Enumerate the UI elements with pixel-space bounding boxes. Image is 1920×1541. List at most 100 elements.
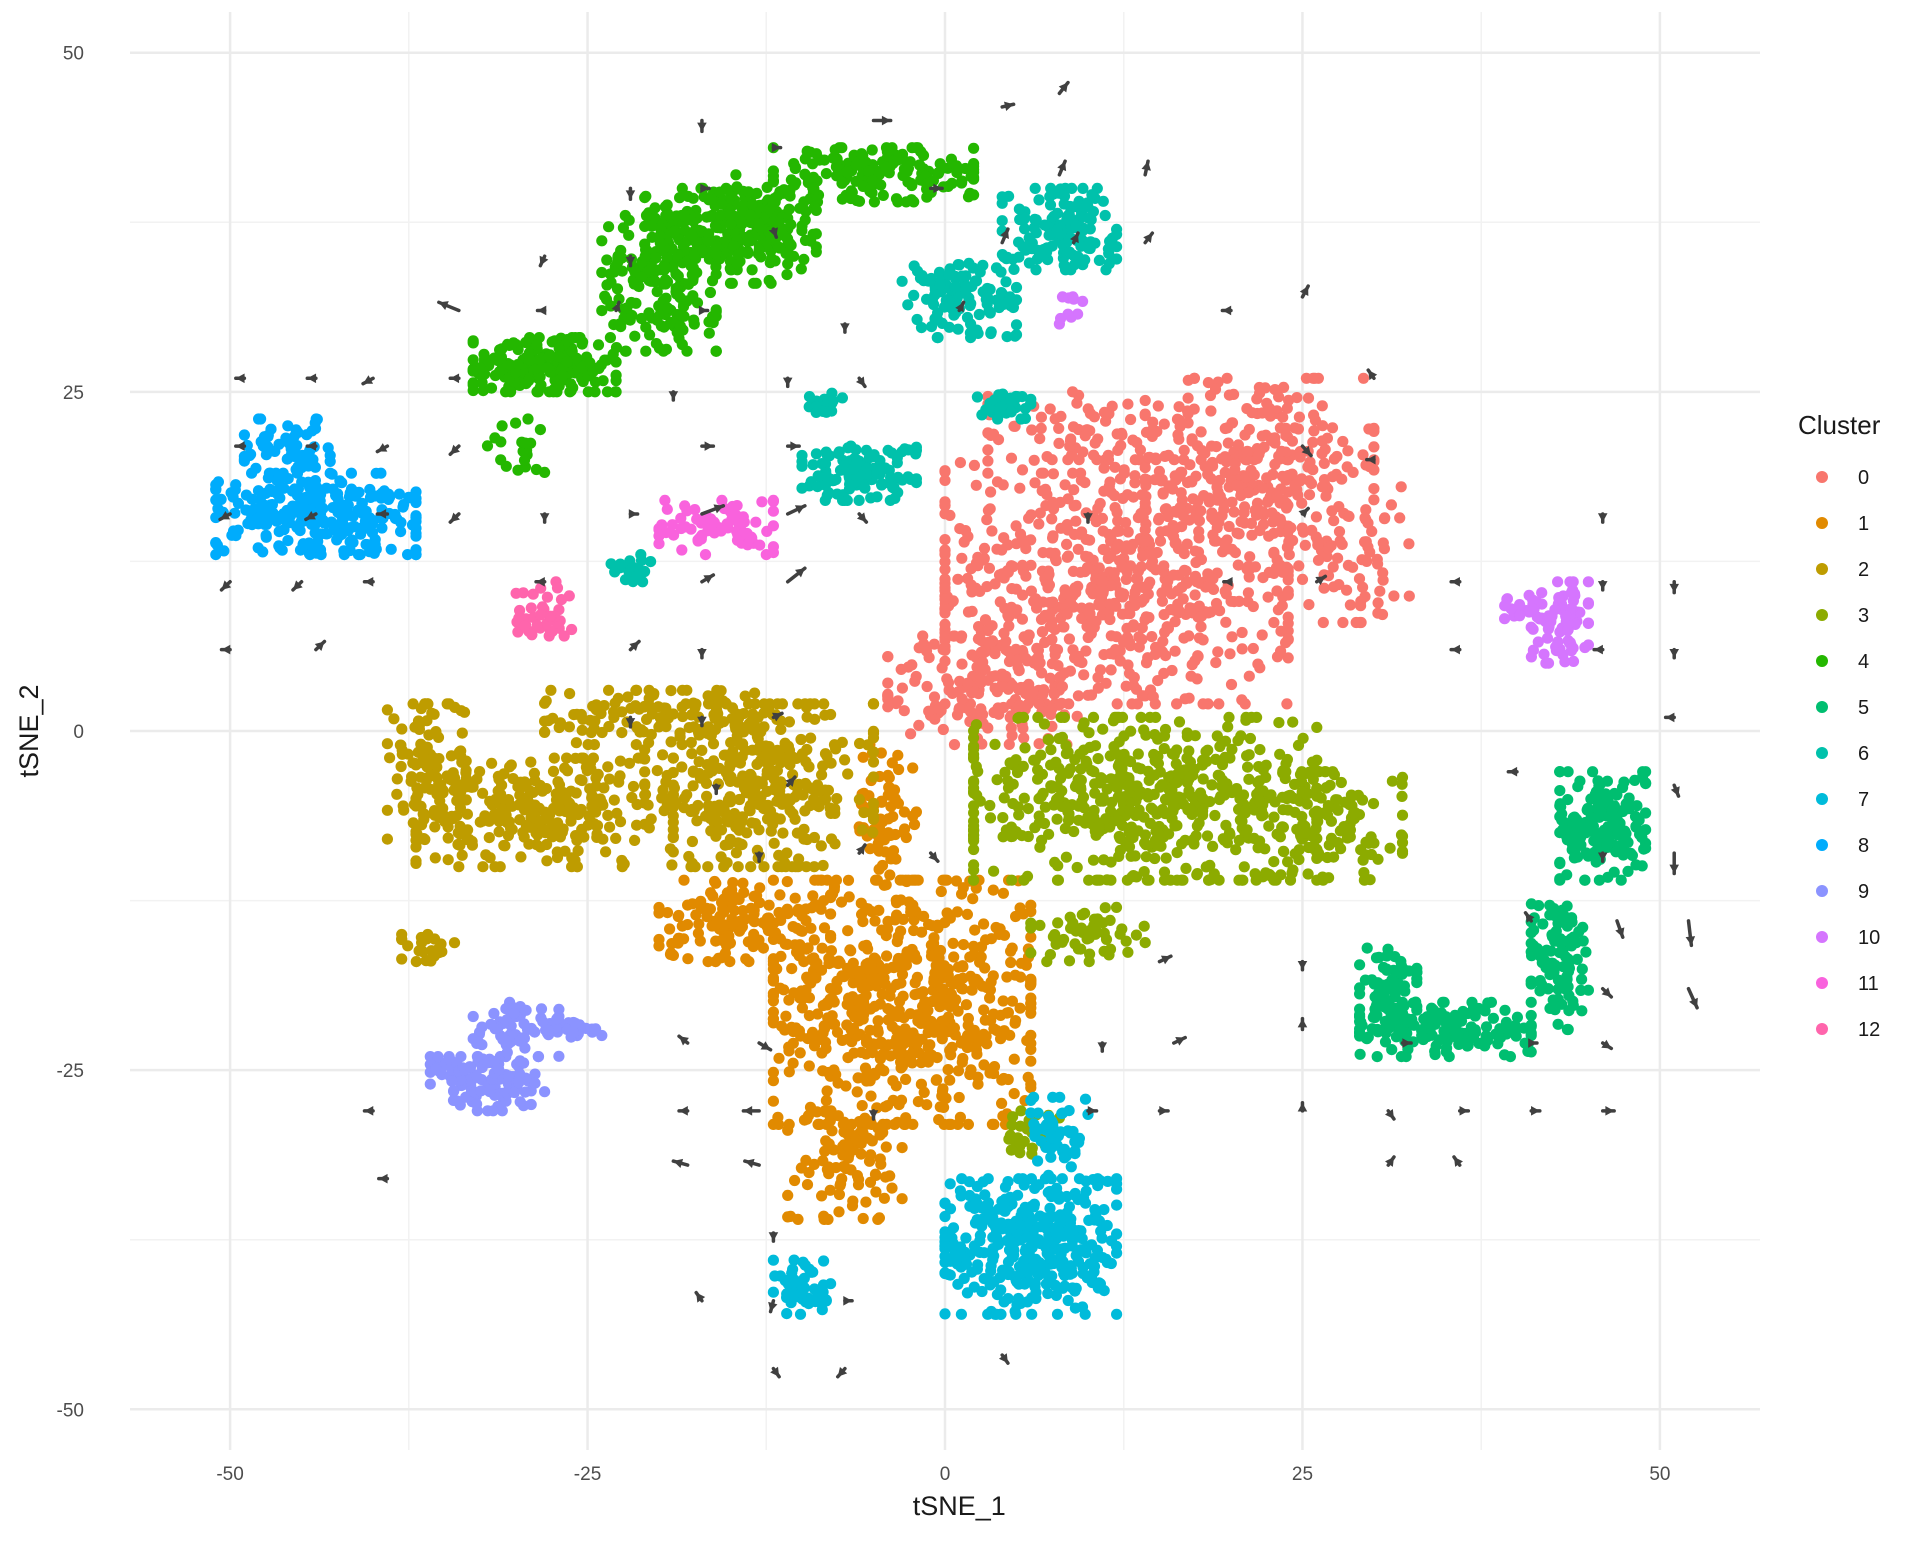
data-point xyxy=(1229,506,1240,517)
data-point xyxy=(1124,804,1135,815)
data-point xyxy=(724,956,735,967)
data-point xyxy=(1061,539,1072,550)
data-point xyxy=(1003,782,1014,793)
data-point xyxy=(1282,754,1293,765)
data-point xyxy=(665,843,676,854)
data-point xyxy=(1018,712,1029,723)
data-point xyxy=(964,188,975,199)
data-point xyxy=(825,908,836,919)
data-point xyxy=(1617,782,1628,793)
data-point xyxy=(591,704,602,715)
data-point xyxy=(1025,975,1036,986)
data-point xyxy=(614,319,625,330)
data-point xyxy=(851,159,862,170)
data-point xyxy=(541,695,552,706)
data-point xyxy=(1139,921,1150,932)
data-point xyxy=(752,776,763,787)
data-point xyxy=(660,776,671,787)
data-point xyxy=(737,751,748,762)
data-point xyxy=(1187,435,1198,446)
data-point xyxy=(701,778,712,789)
data-point xyxy=(878,1065,889,1076)
data-point xyxy=(971,480,982,491)
data-point xyxy=(805,923,816,934)
data-point xyxy=(857,1100,868,1111)
data-point xyxy=(1327,422,1338,433)
data-point xyxy=(1124,841,1135,852)
data-point xyxy=(726,884,737,895)
data-point xyxy=(652,765,663,776)
data-point xyxy=(939,465,950,476)
data-point xyxy=(1045,744,1056,755)
data-point xyxy=(1184,602,1195,613)
data-point xyxy=(1254,836,1265,847)
data-point xyxy=(997,812,1008,823)
data-point xyxy=(539,726,550,737)
data-point xyxy=(937,662,948,673)
data-point xyxy=(1029,455,1040,466)
data-point xyxy=(1303,842,1314,853)
data-point xyxy=(1268,856,1279,867)
data-point xyxy=(484,796,495,807)
data-point xyxy=(952,574,963,585)
data-point xyxy=(1386,499,1397,510)
data-point xyxy=(864,185,875,196)
data-point xyxy=(1085,624,1096,635)
data-point xyxy=(1206,779,1217,790)
data-point xyxy=(911,142,922,153)
data-point xyxy=(1006,602,1017,613)
data-point xyxy=(858,807,869,818)
data-point xyxy=(1309,373,1320,384)
data-point xyxy=(729,894,740,905)
data-point xyxy=(998,888,1009,899)
data-point xyxy=(774,242,785,253)
data-point xyxy=(398,805,409,816)
data-point xyxy=(1300,540,1311,551)
data-point xyxy=(601,254,612,265)
data-point xyxy=(1280,766,1291,777)
data-point xyxy=(725,834,736,845)
data-point xyxy=(939,632,950,643)
data-point xyxy=(688,193,699,204)
data-point xyxy=(957,693,968,704)
data-point xyxy=(1006,875,1017,886)
data-point xyxy=(781,269,792,280)
data-point xyxy=(1153,400,1164,411)
data-point xyxy=(396,761,407,772)
data-point xyxy=(833,1206,844,1217)
data-point xyxy=(1368,494,1379,505)
data-point xyxy=(686,748,697,759)
data-point xyxy=(852,1086,863,1097)
data-point xyxy=(741,827,752,838)
data-point xyxy=(660,262,671,273)
data-point xyxy=(722,812,733,823)
data-point xyxy=(841,1163,852,1174)
data-point xyxy=(1010,1015,1021,1026)
data-point xyxy=(1205,405,1216,416)
data-point xyxy=(778,984,789,995)
data-point xyxy=(616,727,627,738)
data-point xyxy=(921,645,932,656)
data-point xyxy=(995,596,1006,607)
data-point xyxy=(811,241,822,252)
data-point xyxy=(1252,659,1263,670)
data-point xyxy=(1588,835,1599,846)
data-point xyxy=(636,724,647,735)
data-point xyxy=(939,545,950,556)
data-point xyxy=(790,163,801,174)
data-point xyxy=(388,713,399,724)
data-point xyxy=(812,1008,823,1019)
data-point xyxy=(1600,788,1611,799)
data-point xyxy=(869,953,880,964)
data-point xyxy=(1305,767,1316,778)
data-point xyxy=(1130,454,1141,465)
data-point xyxy=(620,346,631,357)
data-point xyxy=(776,1021,787,1032)
data-point xyxy=(683,279,694,290)
data-point xyxy=(884,869,895,880)
data-point xyxy=(1109,490,1120,501)
data-point xyxy=(1105,944,1116,955)
data-point xyxy=(1249,469,1260,480)
data-point xyxy=(710,936,721,947)
